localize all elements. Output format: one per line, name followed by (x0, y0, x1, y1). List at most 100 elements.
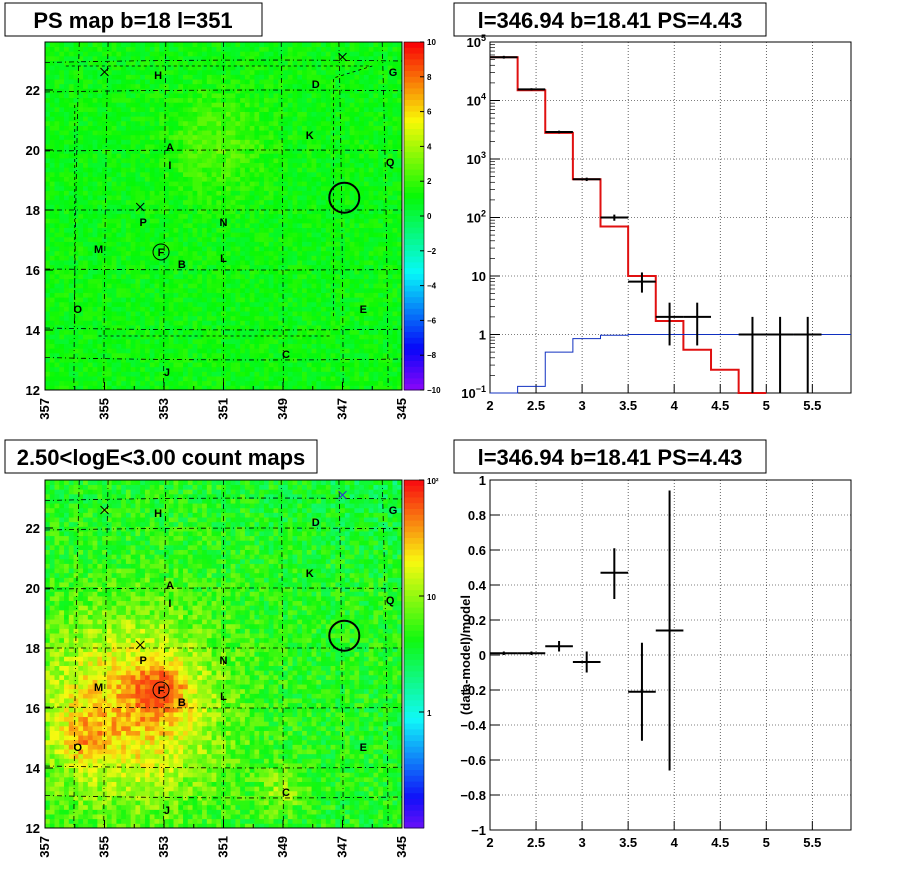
map-pixel (125, 255, 132, 261)
map-pixel (268, 352, 274, 358)
map-pixel (83, 264, 89, 270)
map-pixel (54, 357, 60, 363)
map-pixel (283, 338, 289, 344)
map-pixel (302, 357, 308, 363)
map-pixel (121, 311, 127, 317)
map-pixel (202, 376, 208, 382)
map-pixel (168, 79, 174, 85)
map-pixel (206, 120, 212, 126)
map-pixel (335, 125, 341, 131)
map-pixel (178, 250, 184, 256)
map-pixel (102, 51, 108, 57)
map-pixel (230, 213, 236, 219)
map-pixel (73, 343, 79, 349)
map-pixel (297, 102, 303, 108)
map-pixel (206, 171, 212, 177)
map-pixel (235, 181, 241, 187)
map-pixel (54, 162, 60, 168)
map-pixel (297, 287, 303, 293)
map-pixel (187, 283, 193, 289)
map-pixel (187, 148, 193, 154)
map-pixel (259, 334, 265, 340)
map-pixel (102, 264, 108, 270)
map-pixel (321, 218, 327, 224)
map-pixel (125, 51, 132, 57)
map-pixel (192, 116, 198, 122)
map-pixel (183, 260, 189, 266)
map-pixel (221, 371, 227, 377)
map-pixel (354, 287, 360, 293)
map-pixel (254, 209, 260, 215)
map-pixel (249, 269, 255, 275)
map-pixel (206, 343, 212, 349)
map-pixel (183, 352, 189, 358)
map-pixel (173, 301, 179, 307)
map-pixel (311, 385, 317, 391)
map-pixel (259, 250, 265, 256)
map-pixel (197, 334, 203, 340)
map-pixel (73, 102, 79, 108)
map-pixel (240, 241, 246, 247)
map-pixel (197, 74, 203, 80)
map-pixel (335, 301, 341, 307)
map-pixel (178, 83, 184, 89)
map-pixel (278, 130, 284, 136)
map-pixel (259, 171, 265, 177)
map-pixel (178, 79, 184, 85)
map-pixel (259, 120, 265, 126)
map-pixel (64, 283, 70, 289)
map-pixel (135, 111, 141, 117)
map-pixel (68, 250, 74, 256)
map-pixel (106, 204, 113, 210)
map-pixel (68, 65, 74, 71)
map-pixel (206, 158, 212, 164)
map-pixel (135, 51, 141, 57)
map-pixel (225, 320, 232, 326)
map-pixel (54, 106, 60, 112)
map-pixel (144, 199, 151, 205)
map-pixel (302, 148, 308, 154)
map-pixel (159, 371, 165, 377)
map-pixel (59, 153, 65, 159)
map-pixel (121, 51, 127, 57)
map-pixel (130, 74, 136, 80)
map-pixel (263, 88, 270, 94)
map-pixel (54, 102, 60, 108)
map-pixel (135, 74, 141, 80)
map-pixel (325, 255, 331, 261)
map-pixel (287, 148, 293, 154)
map-pixel (135, 60, 141, 66)
map-pixel (116, 167, 122, 173)
map-pixel (273, 232, 279, 238)
map-pixel (273, 287, 279, 293)
map-pixel (306, 320, 312, 326)
map-pixel (340, 176, 346, 182)
map-pixel (225, 213, 232, 219)
map-pixel (359, 334, 365, 340)
map-pixel (92, 255, 98, 261)
map-pixel (135, 79, 141, 85)
map-pixel (206, 148, 212, 154)
map-pixel (230, 139, 236, 145)
map-pixel (83, 260, 89, 266)
map-pixel (283, 55, 289, 61)
map-pixel (106, 260, 113, 266)
map-pixel (283, 106, 289, 112)
map-pixel (278, 348, 284, 354)
map-pixel (321, 287, 327, 293)
map-pixel (325, 264, 331, 270)
map-pixel (344, 55, 351, 61)
map-pixel (64, 185, 70, 191)
map-pixel (154, 315, 160, 321)
map-pixel (78, 139, 84, 145)
map-pixel (321, 134, 327, 140)
map-pixel (173, 93, 179, 99)
map-pixel (221, 218, 227, 224)
map-pixel (116, 232, 122, 238)
map-pixel (173, 338, 179, 344)
map-pixel (121, 301, 127, 307)
map-pixel (49, 176, 55, 182)
map-pixel (335, 325, 341, 331)
map-pixel (178, 306, 184, 312)
map-pixel (349, 264, 355, 270)
